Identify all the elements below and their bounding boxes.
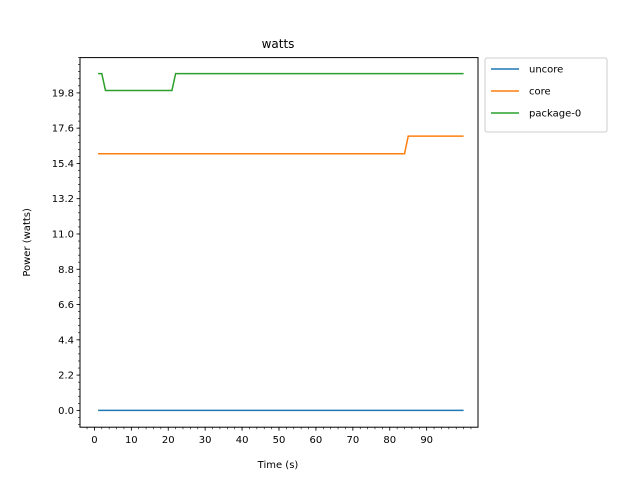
y-axis: 0.0 2.2 4.4 6.6 8.8 11.0 13.2 15.4 17.6 19.8	[52, 57, 80, 425]
y-axis-label: Power (watts)	[22, 208, 33, 277]
x-tick-label: 90	[420, 435, 433, 446]
legend-label-package-0: package-0	[529, 109, 581, 120]
series-line-core	[98, 135, 464, 155]
x-tick-label: 50	[273, 435, 286, 446]
series-line-package-0	[98, 72, 464, 92]
y-tick-label: 15.4	[52, 159, 74, 170]
chart-title: watts	[262, 37, 295, 51]
y-tick-label: 19.8	[52, 88, 74, 99]
x-tick-label: 10	[125, 435, 138, 446]
x-tick-label: 0	[91, 435, 97, 446]
legend: uncore core package-0	[484, 57, 608, 133]
y-tick-label: 13.2	[52, 194, 74, 205]
x-tick-label: 20	[162, 435, 175, 446]
legend-label-uncore: uncore	[529, 65, 563, 76]
y-tick-label: 4.4	[58, 335, 74, 346]
legend-label-core: core	[529, 87, 551, 98]
y-tick-label: 2.2	[58, 371, 74, 382]
x-axis: 0 10 20 30 40 50 60 70 80 90	[86, 427, 472, 446]
y-tick-label: 11.0	[52, 229, 74, 240]
y-tick-label: 17.6	[52, 124, 74, 135]
x-axis-label: Time (s)	[257, 460, 299, 471]
x-tick-label: 80	[383, 435, 396, 446]
plot-lines	[98, 72, 464, 412]
y-tick-label: 0.0	[58, 406, 74, 417]
x-tick-label: 30	[199, 435, 212, 446]
y-tick-label: 6.6	[58, 300, 74, 311]
x-tick-label: 70	[346, 435, 359, 446]
y-tick-label: 8.8	[58, 265, 74, 276]
x-tick-label: 60	[310, 435, 323, 446]
x-tick-label: 40	[236, 435, 249, 446]
plot-frame	[79, 57, 479, 428]
